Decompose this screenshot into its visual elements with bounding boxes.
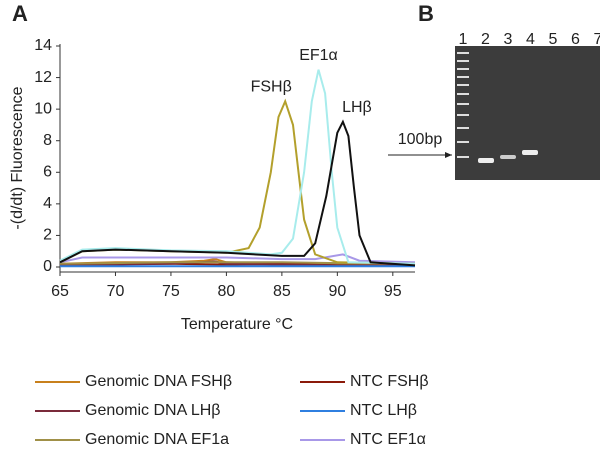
lane-label: 7: [594, 31, 600, 48]
legend-label: NTC EF1α: [350, 431, 426, 448]
lane-label: 5: [549, 31, 558, 48]
gel: [455, 46, 600, 180]
y-tick-label: 4: [43, 195, 52, 212]
x-tick-label: 95: [384, 283, 402, 300]
y-axis-label: -(d/dt) Fluorescence: [9, 86, 26, 229]
series-line: [59, 253, 416, 264]
panel-label: A: [12, 1, 28, 26]
y-tick-label: 8: [43, 132, 52, 149]
y-tick-label: 10: [34, 100, 52, 117]
y-tick-label: 0: [43, 258, 52, 275]
lane-label: 6: [571, 31, 580, 48]
x-tick-label: 90: [328, 283, 346, 300]
lane-label: 1: [459, 31, 468, 48]
lane-label: 4: [526, 31, 535, 48]
lane-label: 2: [481, 31, 490, 48]
y-tick-label: 6: [43, 164, 52, 181]
ladder: [457, 52, 469, 158]
y-tick-label: 14: [34, 37, 52, 54]
panel-label: B: [418, 1, 434, 26]
x-axis-label: Temperature °C: [181, 316, 293, 333]
x-tick-label: 70: [107, 283, 125, 300]
gel-image: [388, 46, 600, 180]
x-tick-label: 65: [51, 283, 69, 300]
arrow-head: [445, 152, 452, 158]
band: [478, 158, 494, 163]
x-tick-label: 80: [218, 283, 236, 300]
series-line: [59, 119, 416, 267]
legend-label: Genomic DNA LHβ: [85, 402, 220, 419]
band: [500, 155, 516, 159]
peak-label: FSHβ: [251, 78, 292, 95]
marker-label: 100bp: [398, 131, 443, 148]
series-line: [59, 69, 416, 265]
peak-label: EF1α: [299, 47, 338, 64]
y-tick-label: 12: [34, 69, 52, 86]
peak-label: LHβ: [342, 99, 372, 116]
x-tick-label: 85: [273, 283, 291, 300]
x-tick-label: 75: [162, 283, 180, 300]
legend-label: Genomic DNA FSHβ: [85, 373, 232, 390]
band: [522, 150, 538, 155]
y-tick-label: 2: [43, 227, 52, 244]
legend-label: NTC FSHβ: [350, 373, 429, 390]
lane-label: 3: [504, 31, 513, 48]
legend-label: NTC LHβ: [350, 402, 417, 419]
legend-label: Genomic DNA EF1a: [85, 431, 229, 448]
